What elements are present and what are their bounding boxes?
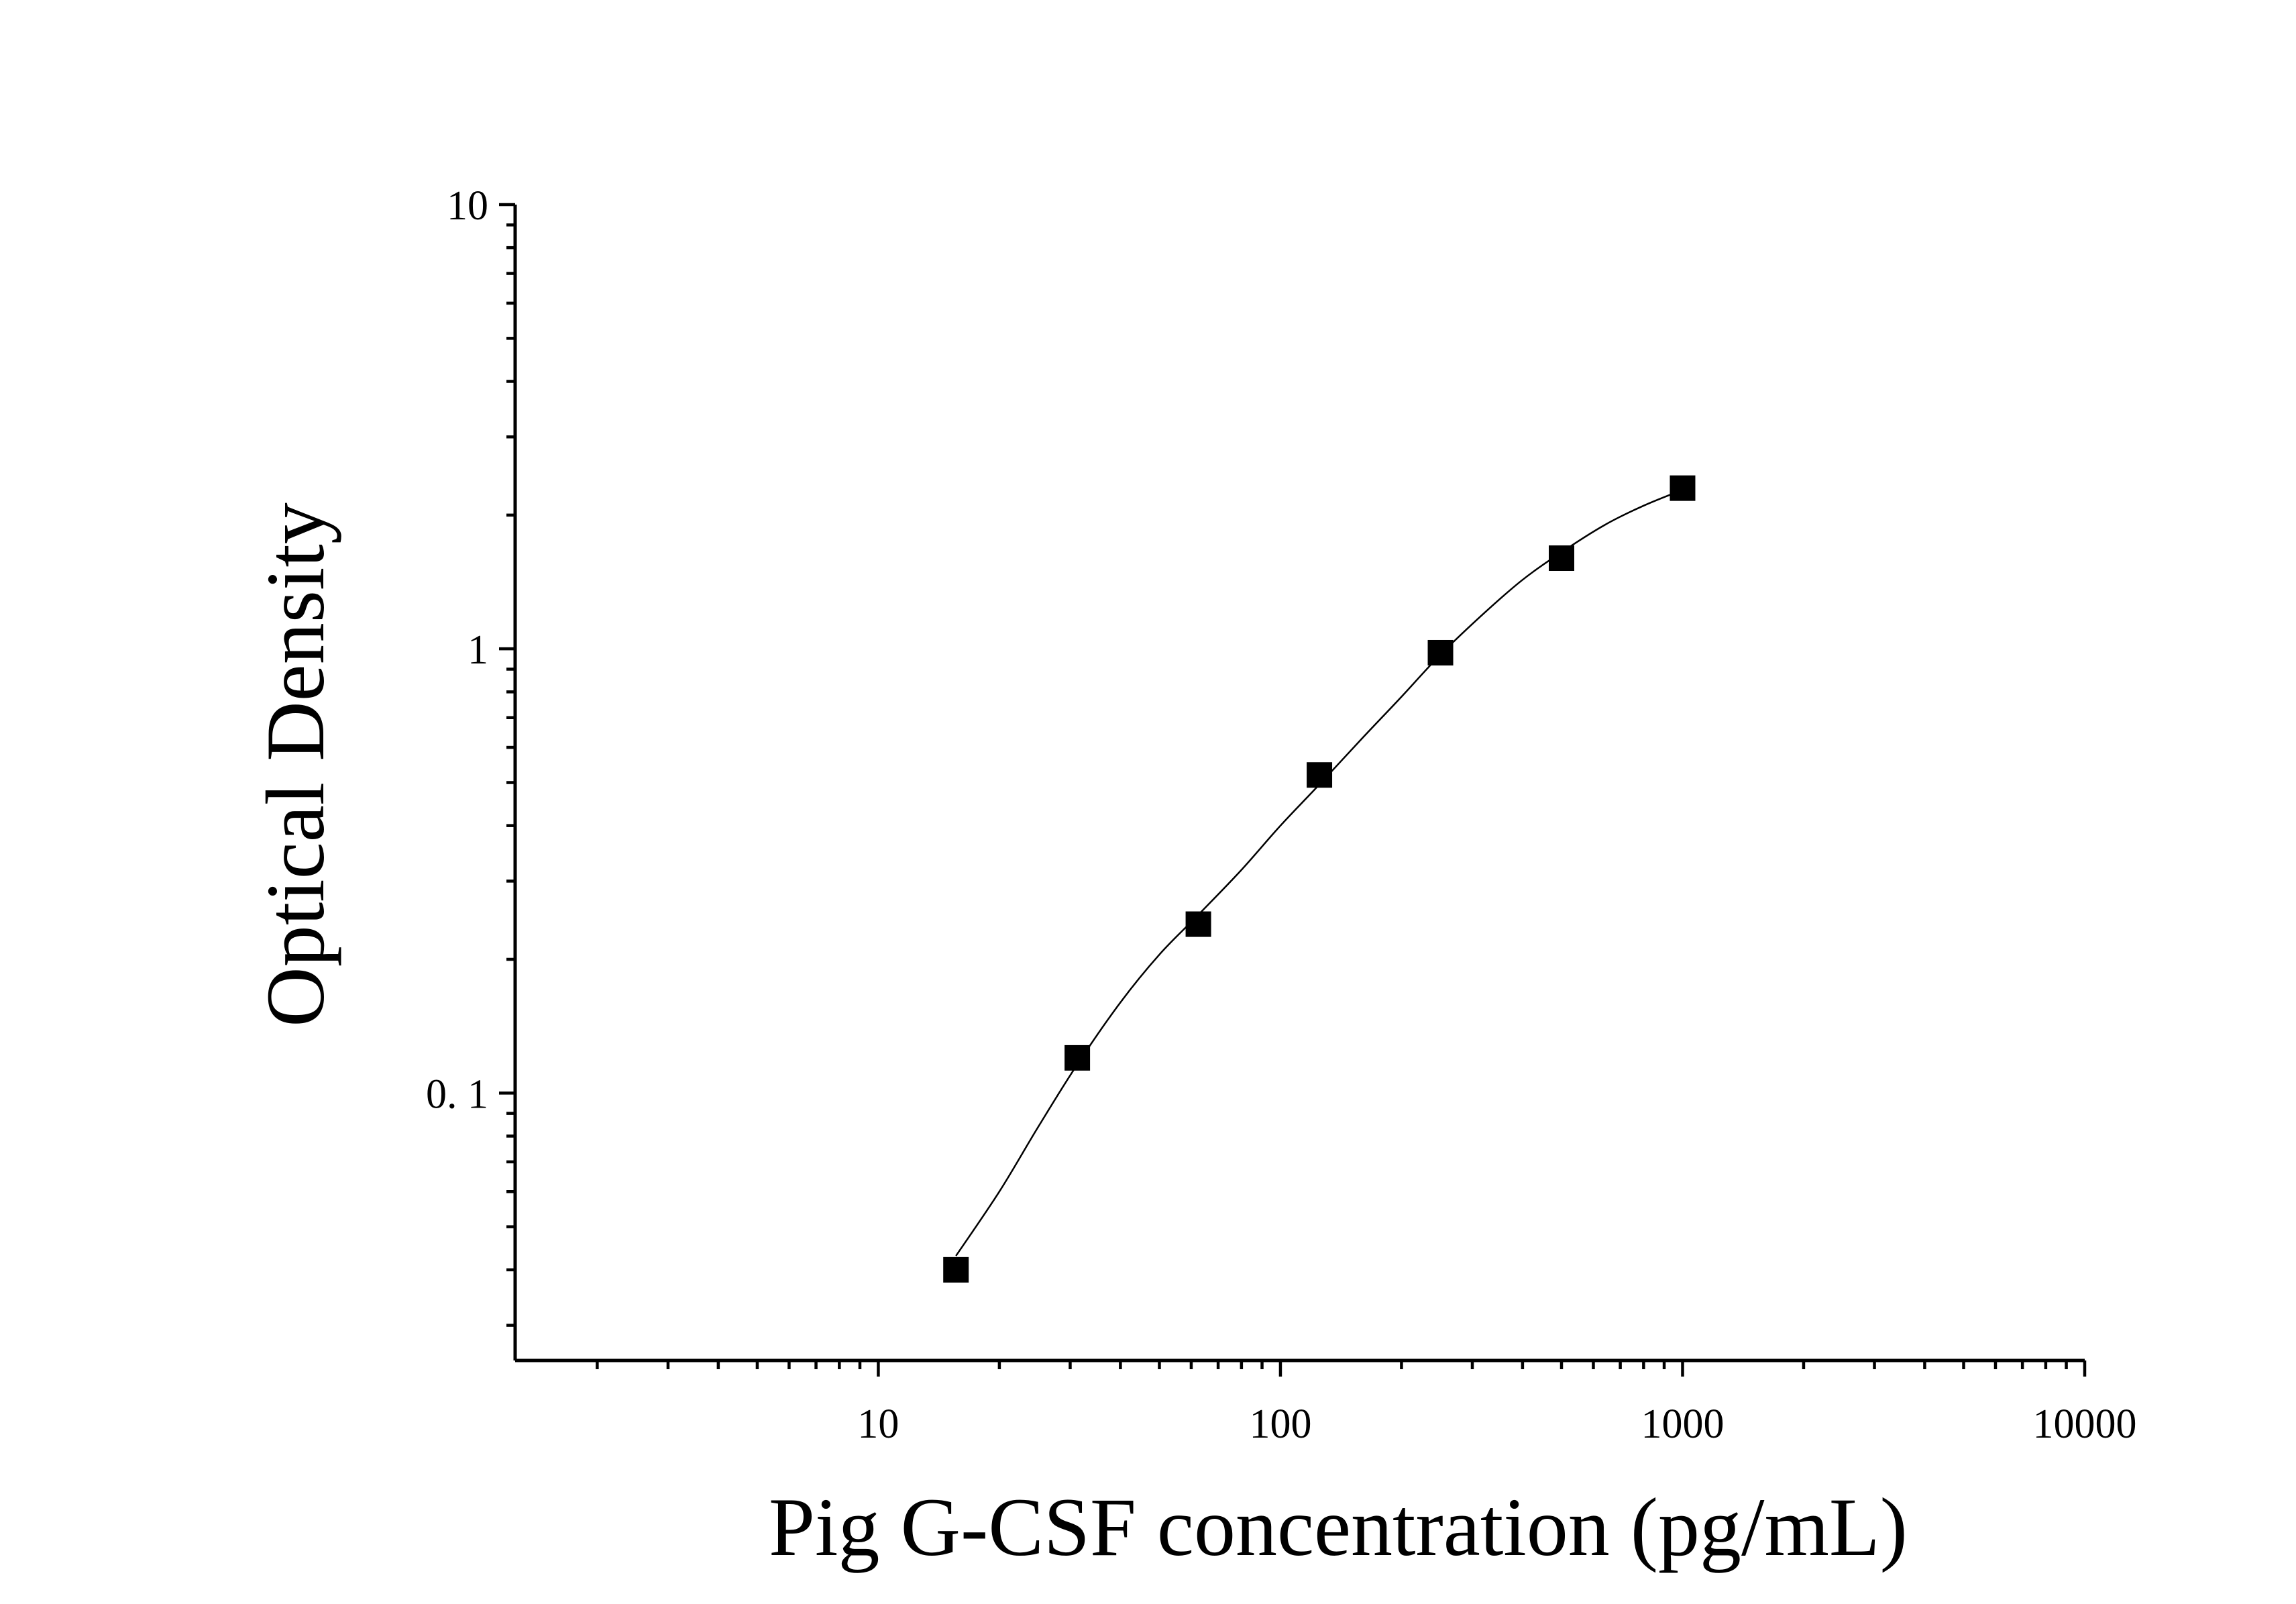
- x-tick-label: 10000: [2033, 1401, 2137, 1447]
- y-tick-label: 10: [447, 183, 488, 229]
- data-point: [1307, 762, 1333, 788]
- data-point: [1670, 475, 1696, 501]
- x-axis-title: Pig G-CSF concentration (pg/mL): [769, 1481, 1908, 1573]
- y-tick-label: 0. 1: [426, 1071, 488, 1117]
- fit-curve-layer: [955, 489, 1683, 1257]
- data-points: [943, 475, 1696, 1283]
- fit-curve: [955, 489, 1683, 1257]
- data-point: [1427, 639, 1454, 665]
- data-point: [1185, 911, 1211, 937]
- data-point: [1549, 545, 1574, 572]
- axes: 10 100 1000 10000 0. 1 1 10: [426, 183, 2137, 1447]
- x-tick-label: 100: [1249, 1401, 1311, 1447]
- data-point: [1064, 1045, 1091, 1071]
- x-tick-label: 1000: [1641, 1401, 1724, 1447]
- y-axis-title: Optical Density: [250, 502, 341, 1027]
- data-point: [943, 1257, 969, 1283]
- y-tick-label: 1: [468, 627, 488, 673]
- x-tick-label: 10: [857, 1401, 899, 1447]
